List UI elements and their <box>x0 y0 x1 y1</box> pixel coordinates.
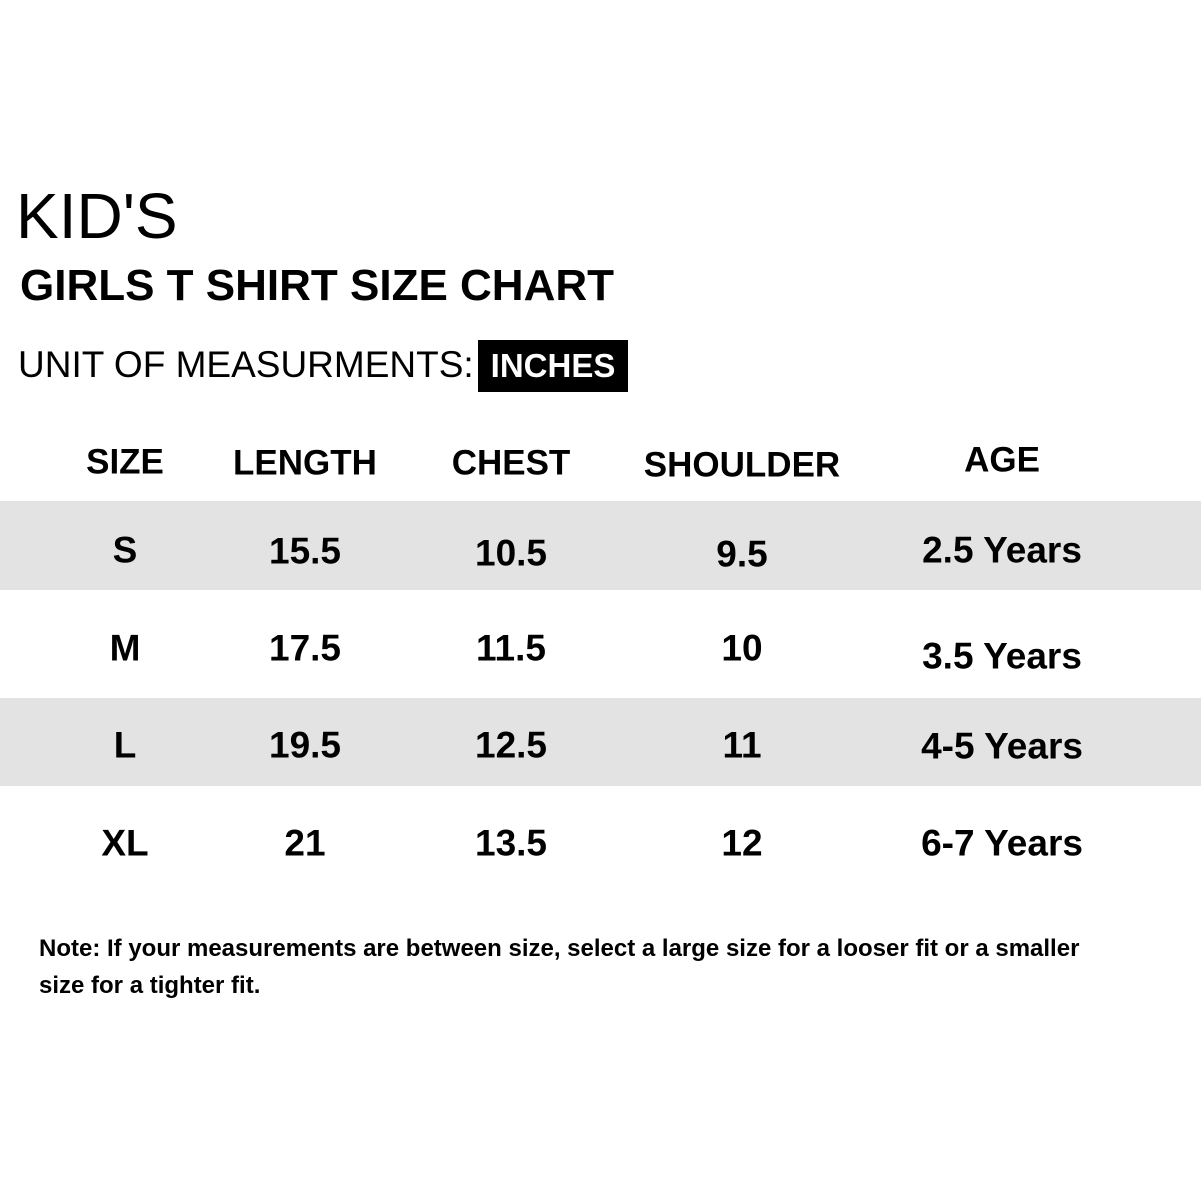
table-cell-size: S <box>112 529 138 571</box>
table-cell-shoulder: 12 <box>721 822 763 864</box>
table-cell-size: L <box>113 724 137 766</box>
table-cell-age: 2.5 Years <box>922 529 1082 571</box>
column-header-age: AGE <box>964 440 1040 480</box>
table-cell-age: 3.5 Years <box>922 635 1082 677</box>
table-cell-shoulder: 11 <box>722 724 762 766</box>
table-cell-length: 17.5 <box>268 627 342 669</box>
fit-note: Note: If your measurements are between s… <box>39 935 1080 999</box>
column-header-length: LENGTH <box>233 443 377 483</box>
table-cell-size: XL <box>101 822 149 864</box>
unit-label: UNIT OF MEASURMENTS: <box>18 344 474 385</box>
table-cell-chest: 11.5 <box>476 627 546 669</box>
table-cell-length: 19.5 <box>268 724 342 766</box>
table-cell-length: 21 <box>284 822 326 864</box>
unit-value-badge: INCHES <box>478 340 628 392</box>
table-cell-size: M <box>109 627 141 669</box>
column-header-chest: CHEST <box>451 443 571 483</box>
table-cell-shoulder: 10 <box>721 627 763 669</box>
table-cell-chest: 10.5 <box>474 532 548 574</box>
row-band-s <box>0 501 1201 590</box>
column-header-size: SIZE <box>86 442 164 482</box>
table-cell-chest: 13.5 <box>474 822 548 864</box>
table-cell-length: 15.5 <box>268 530 342 572</box>
heading-kids: KID'S <box>16 180 178 252</box>
table-cell-age: 6-7 Years <box>921 822 1083 864</box>
row-band-l <box>0 698 1201 786</box>
column-header-shoulder: SHOULDER <box>643 445 841 485</box>
table-cell-chest: 12.5 <box>474 724 548 766</box>
table-cell-age: 4-5 Years <box>921 725 1083 767</box>
page-title: GIRLS T SHIRT SIZE CHART <box>20 261 614 310</box>
table-cell-shoulder: 9.5 <box>716 533 768 575</box>
